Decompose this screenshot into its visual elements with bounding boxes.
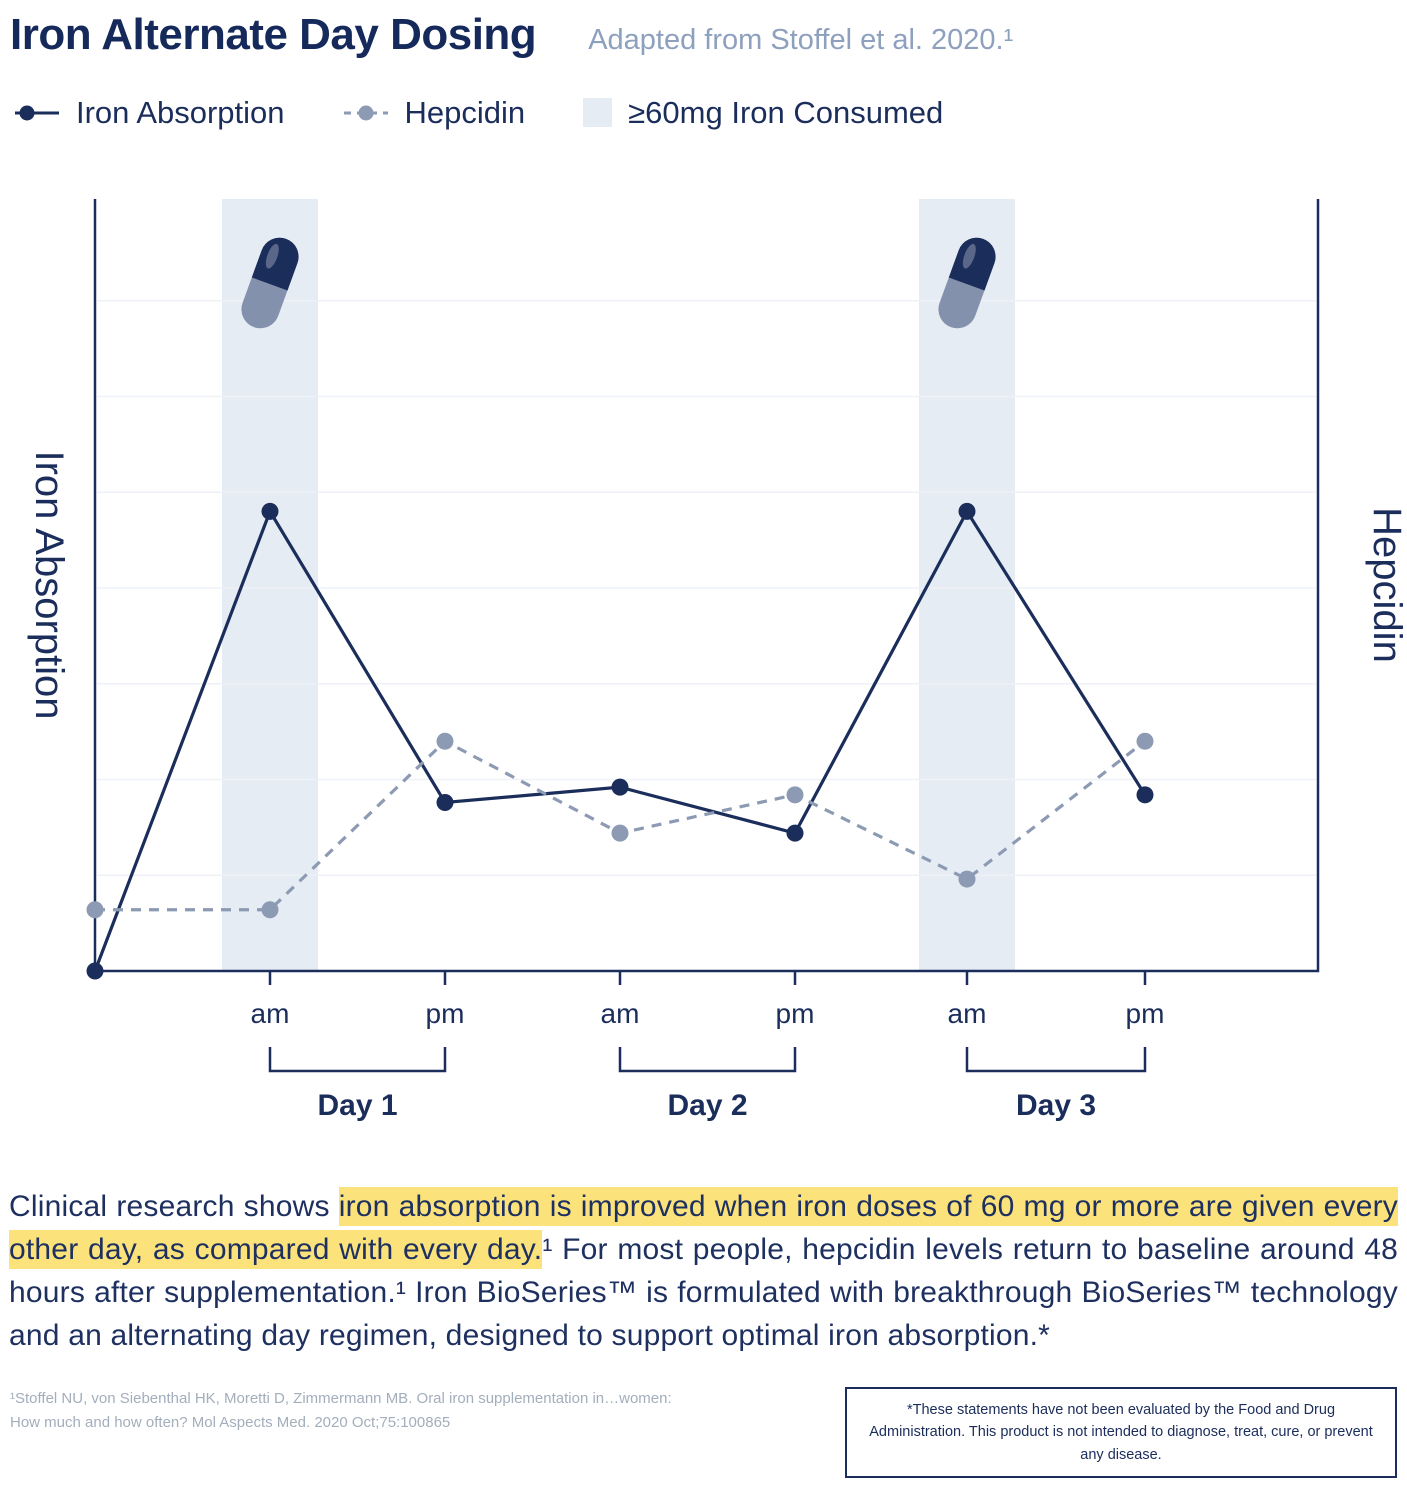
tick-label: pm (426, 998, 465, 1029)
footer: ¹Stoffel NU, von Siebenthal HK, Moretti … (10, 1386, 1397, 1478)
legend-label-band: ≥60mg Iron Consumed (628, 94, 944, 130)
header: Iron Alternate Day Dosing Adapted from S… (0, 8, 1407, 61)
data-point (261, 502, 279, 520)
left-axis-title: Iron Absorption (27, 450, 71, 719)
legend-item-hepcidin: Hepcidin (343, 94, 526, 131)
tick-label: am (251, 998, 290, 1029)
data-point (1136, 732, 1154, 750)
data-point (1136, 785, 1154, 803)
body-segment: ¹ For most people, hepcidin levels retur… (9, 1232, 1398, 1352)
day-bracket (268, 1046, 447, 1072)
data-point (786, 785, 804, 803)
fda-disclaimer: *These statements have not been evaluate… (845, 1386, 1397, 1478)
citation-line-2: How much and how often? Mol Aspects Med.… (10, 1413, 451, 1431)
legend-item-iron-absorption: Iron Absorption (14, 95, 285, 131)
data-point (786, 824, 804, 842)
tick-label: am (948, 998, 987, 1029)
right-axis-title: Hepcidin (1365, 507, 1407, 663)
dosing-chart: am pm am pm am pm Day 1 Day 2 Day 3 Iron Absorpti… (27, 198, 1407, 1122)
dashed-line-dot-icon (343, 105, 388, 121)
day-bracket (618, 1046, 797, 1072)
axis-frame (93, 198, 1320, 972)
day-label: Day 3 (1016, 1089, 1096, 1122)
infographic: Iron Alternate Day Dosing Adapted from S… (0, 8, 1407, 1478)
dose-band (222, 198, 318, 971)
data-point (261, 900, 279, 918)
legend: Iron Absorption Hepcidin ≥60mg Iron Cons… (14, 91, 1407, 135)
pill-icon (938, 237, 996, 328)
dose-band-swatch-icon (583, 98, 613, 128)
data-point (436, 793, 454, 811)
data-point (86, 900, 104, 918)
data-point (86, 962, 104, 980)
page-title: Iron Alternate Day Dosing (10, 10, 537, 59)
day-bracket (965, 1046, 1147, 1072)
citation-footnote: ¹Stoffel NU, von Siebenthal HK, Moretti … (10, 1387, 672, 1435)
tick-label: pm (1126, 998, 1165, 1029)
tick-label: am (601, 998, 640, 1029)
dose-band (919, 198, 1015, 971)
source-attribution: Adapted from Stoffel et al. 2020.¹ (588, 24, 1014, 56)
citation-line-1: ¹Stoffel NU, von Siebenthal HK, Moretti … (10, 1389, 672, 1407)
body-segment: Clinical research shows (9, 1189, 339, 1223)
solid-line-dot-icon (15, 105, 59, 121)
data-point (611, 824, 629, 842)
pill-icon (241, 237, 299, 328)
day-label: Day 2 (667, 1089, 747, 1122)
data-point (958, 870, 976, 888)
data-point (436, 732, 454, 750)
body-text: Clinical research shows iron absorption … (9, 1185, 1398, 1357)
day-label: Day 1 (317, 1089, 397, 1122)
data-point (958, 502, 976, 520)
data-point (611, 778, 629, 796)
legend-label-iron: Iron Absorption (76, 94, 285, 130)
legend-item-dose-band: ≥60mg Iron Consumed (583, 95, 943, 131)
tick-label: pm (776, 998, 815, 1029)
legend-label-hepcidin: Hepcidin (404, 94, 526, 130)
